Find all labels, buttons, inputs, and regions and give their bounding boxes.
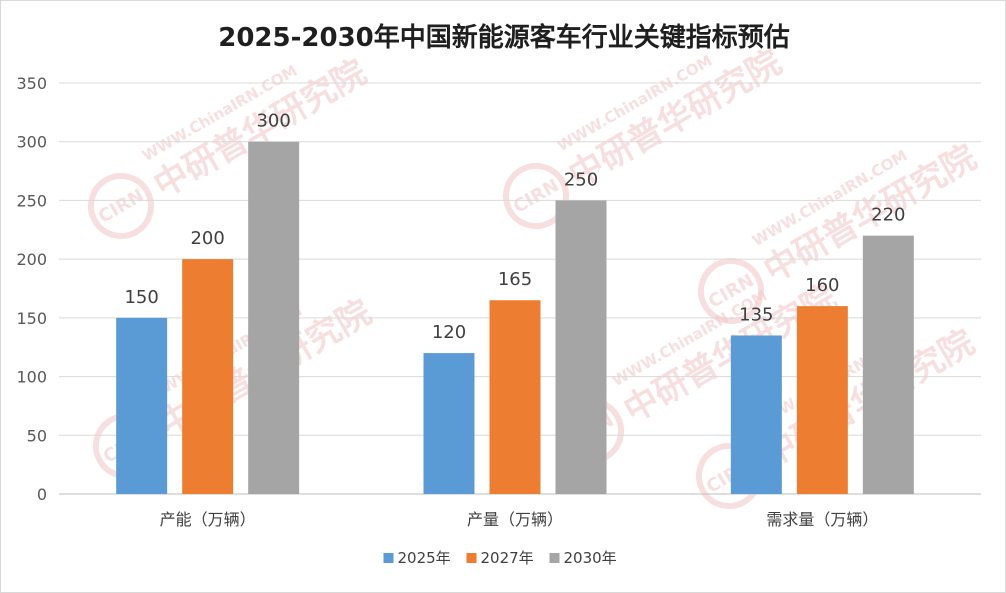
legend-label: 2027年 <box>481 549 534 567</box>
x-axis: 产能（万辆） 产量（万辆） 需求量（万辆） <box>160 510 879 529</box>
legend-label: 2025年 <box>398 549 451 567</box>
y-tick-label: 100 <box>16 368 47 387</box>
watermark-logo-ring <box>503 163 569 229</box>
legend-swatch <box>466 553 477 563</box>
bar <box>489 300 541 494</box>
y-tick-label: 200 <box>16 250 47 269</box>
data-label: 220 <box>871 205 905 226</box>
y-axis: 0 50 100 150 200 250 300 350 <box>16 74 47 504</box>
data-label: 165 <box>498 269 532 290</box>
y-tick-label: 0 <box>37 485 47 504</box>
legend: 2025年 2027年 2030年 <box>383 549 617 567</box>
bar <box>182 259 234 494</box>
y-tick-label: 250 <box>16 191 47 210</box>
watermark-logo-text: CIRN <box>95 185 148 228</box>
x-tick-label: 产能（万辆） <box>160 510 256 529</box>
data-label: 160 <box>805 275 839 296</box>
bar <box>796 306 848 494</box>
bar <box>116 317 168 494</box>
bar <box>862 235 914 494</box>
bar <box>423 353 475 494</box>
legend-label: 2030年 <box>564 549 617 567</box>
data-label: 150 <box>124 287 158 308</box>
watermark-logo-text: CIRN <box>510 175 563 218</box>
data-label: 250 <box>564 169 598 190</box>
bar <box>248 141 300 494</box>
y-tick-label: 150 <box>16 309 47 328</box>
x-tick-label: 需求量（万辆） <box>766 510 878 529</box>
watermark-logo-ring <box>698 258 764 324</box>
legend-swatch <box>549 553 560 563</box>
bars-layer <box>116 141 914 494</box>
x-tick-label: 产量（万辆） <box>467 510 563 529</box>
y-tick-label: 350 <box>16 74 47 93</box>
y-tick-label: 300 <box>16 133 47 152</box>
y-tick-label: 50 <box>27 426 47 445</box>
bar <box>730 335 782 494</box>
data-label: 300 <box>256 111 290 132</box>
bar <box>555 200 607 494</box>
data-label: 120 <box>432 322 466 343</box>
chart-title: 2025-2030年中国新能源客车行业关键指标预估 <box>218 22 790 53</box>
data-label: 200 <box>190 228 224 249</box>
legend-swatch <box>383 553 394 563</box>
watermark-logo-ring <box>88 173 154 239</box>
data-labels-layer: 150 200 300 120 165 250 135 160 220 <box>124 111 905 343</box>
data-label: 135 <box>739 304 773 325</box>
